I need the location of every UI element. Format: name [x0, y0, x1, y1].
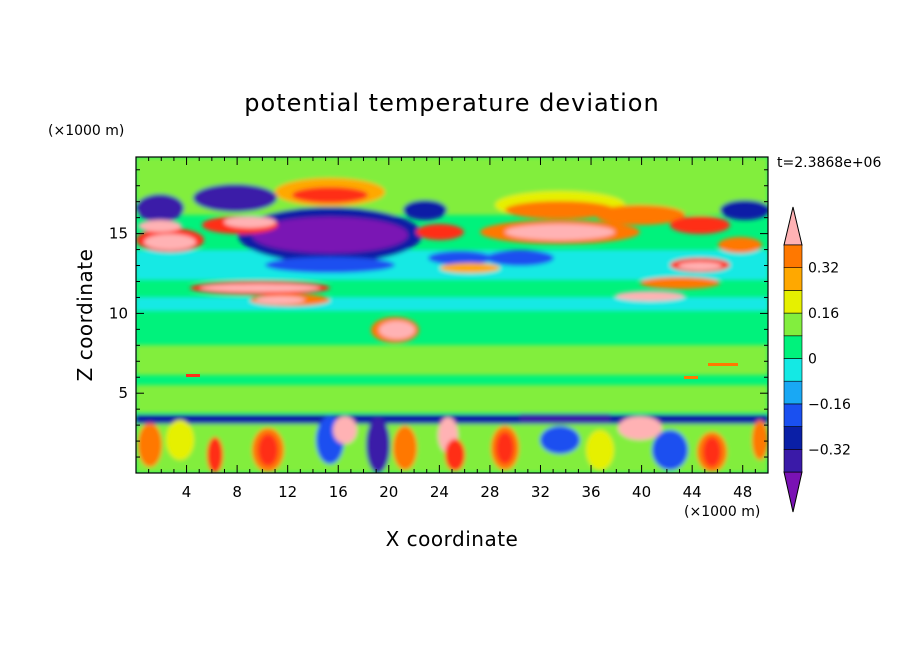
accent: [684, 376, 698, 379]
colorbar-segment: [783, 312, 803, 337]
blob: [224, 216, 276, 228]
blob: [379, 321, 415, 339]
convective-cell: [752, 420, 768, 460]
blob: [718, 237, 762, 253]
convective-cell: [496, 432, 514, 464]
chart-title: potential temperature deviation: [244, 89, 659, 117]
colorbar-label: 0.32: [808, 261, 839, 277]
colorbar-segment: [783, 267, 803, 291]
x-unit-label: (×1000 m): [684, 504, 760, 520]
blob: [200, 284, 320, 292]
x-tick-label: 4: [182, 483, 192, 501]
convective-cell: [540, 426, 580, 454]
colorbar-segment: [783, 426, 803, 450]
y-axis-label: Z coordinate: [73, 249, 97, 382]
x-tick-label: 36: [581, 483, 600, 501]
blob: [193, 184, 277, 212]
colorbar-label: 0.16: [808, 306, 839, 322]
convective-cell: [652, 430, 688, 470]
colorbar-upper-arrow: [783, 206, 803, 246]
blob: [255, 296, 305, 304]
convective-cell: [333, 416, 357, 444]
colorbar-segment: [783, 358, 803, 382]
temperature-field: [136, 157, 768, 473]
blob: [505, 224, 615, 240]
blob: [144, 234, 196, 250]
convective-cell: [393, 426, 417, 470]
convective-cell: [586, 430, 614, 470]
x-tick-label: 20: [379, 483, 398, 501]
blob: [615, 291, 685, 301]
blob: [138, 220, 182, 232]
colorbar-lower-arrow: [783, 471, 803, 513]
x-tick-label: 40: [632, 483, 651, 501]
colorbar-segment: [783, 448, 803, 473]
blob: [670, 216, 730, 234]
blob: [440, 263, 500, 273]
y-tick-label: 15: [109, 225, 128, 243]
lime-band: [136, 345, 768, 375]
blob: [486, 250, 554, 266]
accent: [186, 374, 200, 377]
convective-cell: [703, 437, 721, 467]
convective-cell: [618, 416, 662, 440]
y-unit-label: (×1000 m): [48, 123, 124, 139]
blob: [428, 251, 492, 265]
blob: [252, 217, 408, 253]
colorbar: 0.32 0.16 0 −0.16 −0.32: [783, 206, 851, 513]
blob: [136, 194, 184, 222]
colorbar-segment: [783, 380, 803, 405]
y-tick-label: 5: [118, 384, 128, 402]
x-axis-label: X coordinate: [386, 527, 519, 551]
blob: [595, 205, 685, 225]
blob: [678, 262, 722, 270]
lime-band-2: [136, 385, 768, 413]
convective-cell: [166, 420, 194, 460]
colorbar-segment: [783, 290, 803, 314]
field-shapes: [136, 157, 768, 473]
time-label: t=2.3868e+06: [777, 155, 881, 171]
x-tick-label: 28: [480, 483, 499, 501]
inversion-band-2: [520, 414, 610, 424]
x-tick-label: 12: [278, 483, 297, 501]
convective-cell: [445, 439, 465, 471]
x-tick-label: 8: [232, 483, 242, 501]
x-tick-label: 24: [430, 483, 449, 501]
colorbar-segment: [783, 244, 803, 269]
blob: [292, 187, 368, 203]
colorbar-label: −0.32: [808, 442, 851, 458]
field-details: [186, 363, 738, 379]
colorbar-label: 0: [808, 352, 817, 368]
blob: [720, 200, 768, 220]
plot-area: [136, 157, 768, 473]
blob: [505, 201, 615, 219]
blob: [640, 277, 720, 289]
convective-cell: [138, 423, 162, 467]
convective-cell: [366, 417, 390, 473]
blob: [416, 224, 464, 240]
y-tick-label: 10: [109, 304, 128, 322]
colorbar-segment: [783, 403, 803, 427]
convective-cell: [258, 434, 278, 466]
x-tick-label: 16: [329, 483, 348, 501]
colorbar-label: −0.16: [808, 397, 851, 413]
blob: [403, 200, 447, 220]
x-tick-label: 48: [733, 483, 752, 501]
axis-ticks: [136, 157, 768, 473]
blob: [265, 257, 395, 273]
x-tick-label: 32: [531, 483, 550, 501]
convective-cell: [207, 437, 223, 473]
colorbar-segment: [783, 335, 803, 359]
accent: [708, 363, 738, 366]
x-tick-label: 44: [683, 483, 702, 501]
